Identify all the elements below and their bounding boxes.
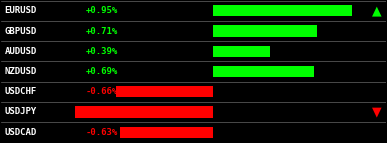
- Text: +0.95%: +0.95%: [86, 6, 118, 15]
- Text: USDCHF: USDCHF: [5, 87, 37, 96]
- Bar: [213, 25, 317, 37]
- Bar: [75, 106, 213, 118]
- Text: +0.71%: +0.71%: [86, 27, 118, 36]
- Text: +0.39%: +0.39%: [86, 47, 118, 56]
- Text: USDJPY: USDJPY: [5, 107, 37, 116]
- Bar: [116, 86, 213, 97]
- Text: USDCAD: USDCAD: [5, 128, 37, 137]
- Text: -0.94%: -0.94%: [86, 107, 118, 116]
- Text: -0.63%: -0.63%: [86, 128, 118, 137]
- Text: EURUSD: EURUSD: [5, 6, 37, 15]
- Text: ▼: ▼: [372, 105, 382, 118]
- Bar: [120, 127, 213, 138]
- Text: -0.66%: -0.66%: [86, 87, 118, 96]
- Text: NZDUSD: NZDUSD: [5, 67, 37, 76]
- Text: AUDUSD: AUDUSD: [5, 47, 37, 56]
- Bar: [213, 5, 352, 16]
- Text: +0.69%: +0.69%: [86, 67, 118, 76]
- Text: ▲: ▲: [372, 4, 382, 17]
- Text: GBPUSD: GBPUSD: [5, 27, 37, 36]
- Bar: [213, 46, 270, 57]
- Bar: [213, 66, 314, 77]
